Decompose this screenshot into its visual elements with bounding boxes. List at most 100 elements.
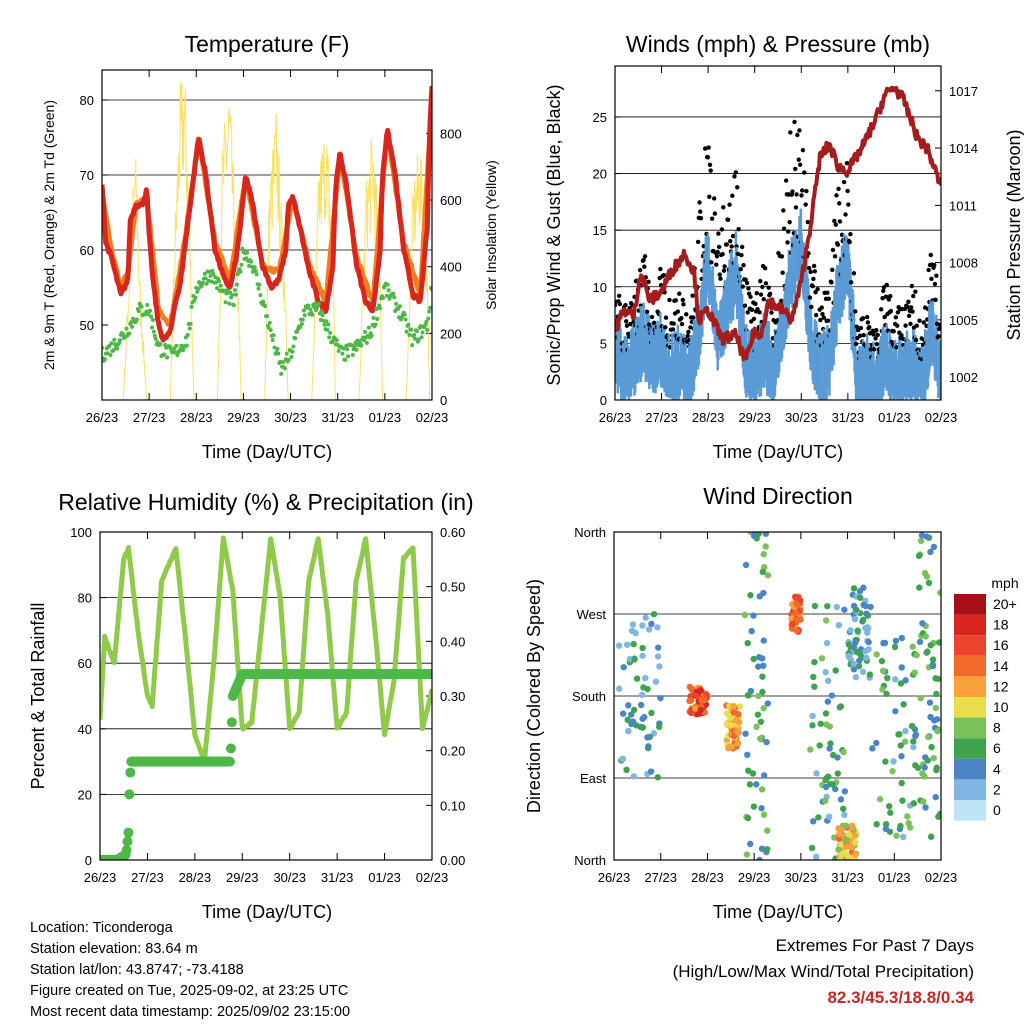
- direction-point: [930, 754, 937, 762]
- dewpoint-point: [276, 351, 281, 356]
- dewpoint-point: [174, 343, 179, 348]
- direction-point: [867, 603, 874, 611]
- direction-point: [837, 796, 845, 803]
- direction-point: [898, 779, 905, 787]
- direction-point: [898, 634, 905, 642]
- dewpoint-point: [117, 338, 122, 343]
- dewpoint-point: [378, 306, 383, 311]
- direction-point: [811, 602, 819, 610]
- gust-point: [781, 226, 787, 231]
- direction-point: [762, 543, 769, 550]
- direction-point: [755, 692, 762, 700]
- direction-point: [901, 738, 909, 745]
- gust-point: [769, 310, 774, 315]
- direction-point: [933, 764, 940, 771]
- gust-point: [721, 268, 727, 273]
- direction-point: [808, 844, 816, 852]
- dewpoint-point: [232, 303, 236, 308]
- y2-tick-label: 1005: [949, 313, 978, 328]
- direction-point: [795, 594, 802, 601]
- gust-point: [893, 315, 899, 320]
- gust-point: [851, 271, 857, 276]
- gust-point: [928, 252, 933, 258]
- direction-point: [753, 781, 760, 788]
- legend-label: 4: [993, 761, 1001, 777]
- gust-point: [800, 188, 805, 193]
- direction-point: [763, 738, 770, 746]
- dewpoint-point: [327, 335, 332, 340]
- direction-point: [899, 797, 906, 804]
- dewpoint-point: [109, 341, 114, 346]
- direction-point: [844, 843, 851, 850]
- winds-x-label: Time (Day/UTC): [713, 442, 843, 462]
- dewpoint-point: [263, 304, 268, 309]
- direction-point: [760, 551, 767, 558]
- gust-point: [749, 319, 754, 324]
- gust-point: [651, 320, 657, 325]
- dewpoint-point: [369, 333, 374, 338]
- legend-swatch: [954, 779, 986, 800]
- direction-panel: Wind Direction NorthEastSouthWestNorth26…: [524, 483, 1019, 922]
- dewpoint-point: [319, 309, 324, 314]
- dewpoint-point: [175, 353, 180, 358]
- dewpoint-point: [345, 347, 350, 352]
- gust-point: [914, 323, 919, 328]
- gust-point: [786, 229, 791, 234]
- direction-point: [655, 723, 663, 731]
- dewpoint-point: [366, 325, 371, 330]
- direction-point: [829, 781, 836, 788]
- gust-point: [832, 254, 838, 259]
- direction-point: [809, 712, 816, 720]
- direction-point: [794, 601, 801, 609]
- dewpoint-point: [426, 316, 431, 321]
- direction-point: [723, 737, 730, 744]
- direction-point: [851, 832, 859, 839]
- dewpoint-point: [271, 333, 276, 338]
- y-tick-label: 80: [80, 93, 94, 108]
- direction-point: [640, 684, 647, 691]
- gust-point: [886, 297, 892, 302]
- gust-point: [709, 216, 715, 221]
- gust-point: [707, 194, 712, 200]
- y2-tick-label: 200: [440, 326, 462, 341]
- direction-point: [927, 642, 934, 649]
- gust-point: [720, 251, 725, 257]
- direction-point: [630, 640, 637, 648]
- dewpoint-point: [284, 351, 289, 356]
- dewpoint-point: [403, 317, 408, 322]
- direction-point: [644, 734, 651, 741]
- dewpoint-point: [204, 281, 209, 286]
- gust-point: [844, 160, 850, 166]
- gust-point: [797, 162, 803, 167]
- direction-point: [847, 627, 854, 634]
- direction-point: [759, 673, 766, 680]
- y-tick-label: 60: [80, 243, 94, 258]
- direction-point: [852, 673, 860, 681]
- gust-point: [795, 132, 800, 138]
- direction-point: [692, 705, 699, 712]
- gust-point: [913, 289, 918, 294]
- legend-label: 12: [993, 678, 1009, 694]
- gust-point: [836, 186, 841, 192]
- dewpoint-point: [238, 269, 243, 274]
- gust-point: [753, 301, 758, 307]
- dewpoint-point: [427, 309, 432, 314]
- x-tick-label: 02/23: [925, 870, 958, 885]
- direction-point: [793, 627, 800, 634]
- winds-y-label-left: Sonic/Prop Wind & Gust (Blue, Black): [544, 84, 564, 385]
- gust-point: [727, 202, 732, 207]
- gust-point: [880, 295, 885, 301]
- direction-point: [810, 818, 817, 825]
- gust-point: [921, 320, 926, 325]
- direction-point: [841, 788, 849, 795]
- dewpoint-point: [203, 276, 208, 281]
- legend-swatch: [954, 697, 986, 718]
- direction-point: [630, 773, 638, 780]
- gust-point: [903, 323, 908, 328]
- extremes-title: Extremes For Past 7 Days: [775, 936, 974, 955]
- y-tick-label: 20: [593, 167, 607, 182]
- direction-point: [697, 687, 705, 694]
- direction-point: [760, 637, 767, 644]
- x-tick-label: 30/23: [785, 410, 818, 425]
- gust-point: [802, 170, 807, 175]
